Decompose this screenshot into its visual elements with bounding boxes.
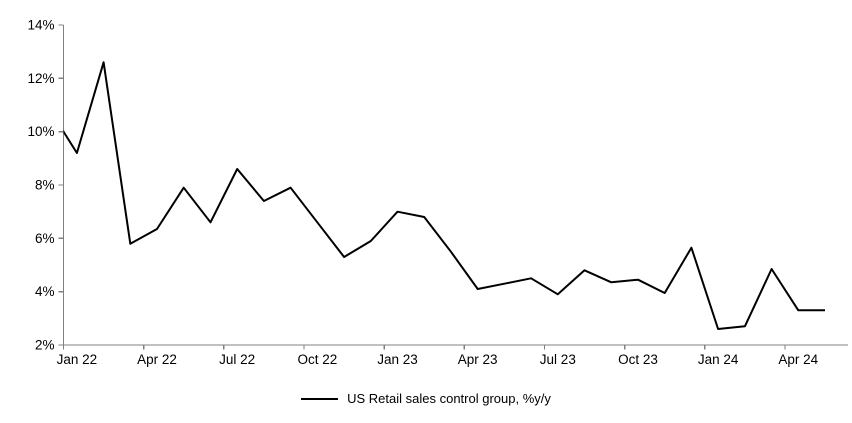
x-tick-label: Jul 22: [219, 352, 255, 367]
y-tick-label: 14%: [27, 18, 54, 33]
x-tick-label: Oct 22: [297, 352, 337, 367]
x-tick-label: Oct 23: [618, 352, 658, 367]
x-tick-label: Jan 24: [698, 352, 739, 367]
x-tick-label: Apr 24: [778, 352, 818, 367]
y-tick-label: 6%: [35, 231, 55, 246]
series-line: [63, 61, 825, 330]
x-tick-label: Jul 23: [540, 352, 576, 367]
y-tick-label: 12%: [27, 71, 54, 86]
y-tick-label: 2%: [35, 338, 55, 353]
y-tick-label: 10%: [27, 124, 54, 139]
legend-label: US Retail sales control group, %y/y: [347, 391, 551, 406]
x-tick-label: Jan 22: [57, 352, 98, 367]
x-tick-label: Jan 23: [377, 352, 418, 367]
x-tick-label: Apr 23: [458, 352, 498, 367]
x-tick-label: Apr 22: [137, 352, 177, 367]
chart-legend: US Retail sales control group, %y/y: [0, 391, 852, 406]
legend-line-swatch: [301, 397, 339, 400]
y-tick-label: 4%: [35, 284, 55, 299]
y-tick-label: 8%: [35, 178, 55, 193]
